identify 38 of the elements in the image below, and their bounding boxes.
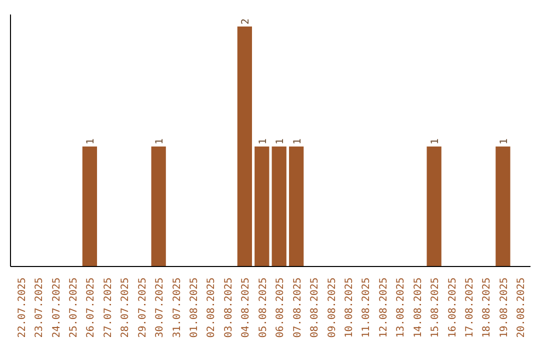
x-tick-label: 24.07.2025 bbox=[51, 277, 62, 338]
x-tick-label: 29.07.2025 bbox=[137, 277, 148, 338]
x-tick-label: 07.08.2025 bbox=[292, 277, 304, 338]
data-label: 2 bbox=[240, 18, 252, 24]
x-tick-label: 03.08.2025 bbox=[223, 277, 234, 338]
x-tick-label: 10.08.2025 bbox=[344, 277, 355, 338]
x-tick-label: 02.08.2025 bbox=[206, 277, 218, 338]
x-tick-label: 11.08.2025 bbox=[361, 277, 372, 338]
x-tick-label: 01.08.2025 bbox=[189, 277, 200, 338]
x-tick-label: 31.07.2025 bbox=[172, 277, 183, 338]
x-tick-label: 13.08.2025 bbox=[396, 277, 407, 338]
x-tick-label: 26.07.2025 bbox=[86, 277, 97, 338]
x-tick-label: 18.08.2025 bbox=[482, 277, 493, 338]
x-tick-label: 22.07.2025 bbox=[16, 277, 28, 338]
data-label: 1 bbox=[258, 138, 269, 144]
data-label: 1 bbox=[498, 138, 510, 144]
x-tick-label: 16.08.2025 bbox=[447, 277, 458, 338]
x-tick-label: 17.08.2025 bbox=[464, 277, 476, 338]
x-tick-label: 04.08.2025 bbox=[240, 277, 252, 338]
data-label: 1 bbox=[430, 138, 442, 144]
x-tick-label: 20.08.2025 bbox=[516, 277, 528, 338]
x-tick-label: 14.08.2025 bbox=[412, 277, 424, 338]
data-label: 1 bbox=[154, 138, 166, 144]
x-tick-label: 19.08.2025 bbox=[498, 277, 510, 338]
x-tick-label: 15.08.2025 bbox=[430, 277, 442, 338]
x-tick-label: 23.07.2025 bbox=[34, 277, 46, 338]
data-label: 1 bbox=[292, 138, 304, 144]
x-tick-label: 08.08.2025 bbox=[310, 277, 321, 338]
x-tick-label: 05.08.2025 bbox=[258, 277, 269, 338]
x-tick-label: 30.07.2025 bbox=[154, 277, 166, 338]
data-label: 1 bbox=[275, 138, 286, 144]
data-label: 1 bbox=[86, 138, 97, 144]
x-tick-label: 28.07.2025 bbox=[120, 277, 132, 338]
x-tick-label: 27.07.2025 bbox=[102, 277, 114, 338]
x-tick-label: 06.08.2025 bbox=[275, 277, 286, 338]
x-tick-label: 12.08.2025 bbox=[378, 277, 390, 338]
x-tick-label: 09.08.2025 bbox=[326, 277, 338, 338]
x-tick-label: 25.07.2025 bbox=[68, 277, 80, 338]
